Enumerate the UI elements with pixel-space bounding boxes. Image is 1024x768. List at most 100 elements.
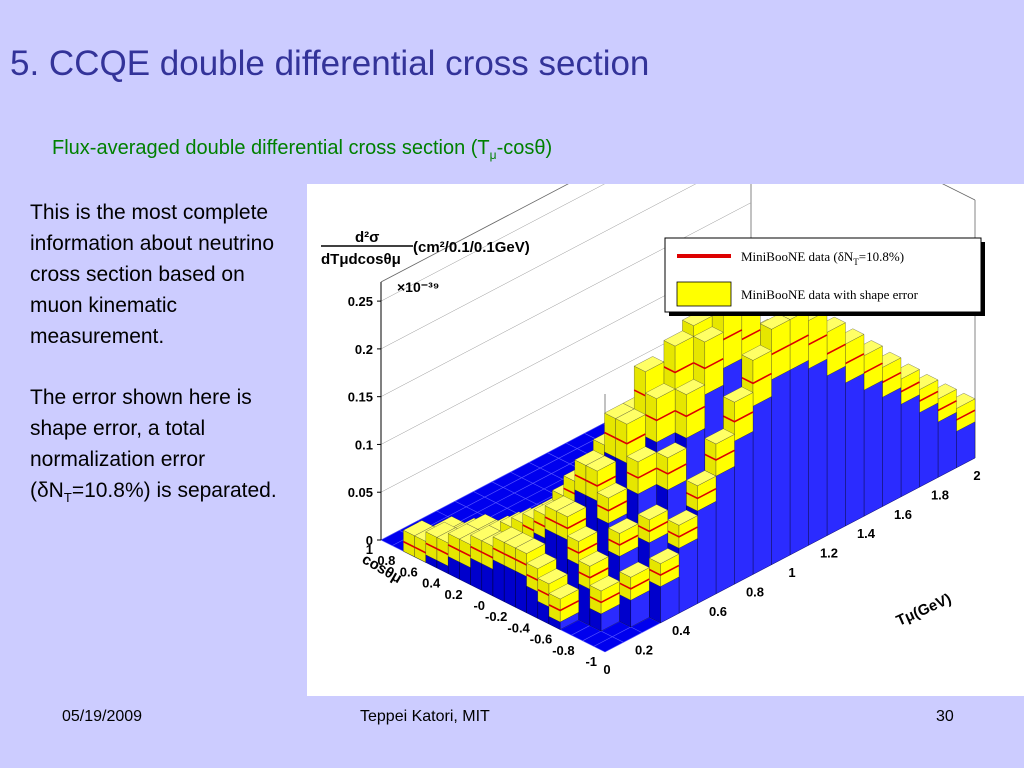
bar-right-face [697, 501, 717, 604]
error-top-face [585, 455, 617, 472]
bar-right-face [900, 394, 920, 498]
bar-right-face [808, 358, 828, 546]
error-top-face [596, 482, 628, 499]
bar-right-face [678, 538, 698, 614]
bar-right-face [752, 396, 772, 575]
y-tick-label: 1 [366, 542, 373, 557]
legend-error-swatch [676, 281, 732, 307]
data-value-line [663, 362, 694, 374]
y-tick-label: -0.6 [530, 632, 552, 647]
error-top-face [515, 538, 546, 554]
z-tick-label: 0.1 [355, 437, 373, 452]
data-bar [619, 561, 650, 628]
x-tick-label: 1.4 [857, 526, 876, 541]
bar-left-face [504, 565, 516, 608]
z-tick-label: 0.15 [348, 390, 373, 405]
y-tick-label: 0.8 [377, 553, 395, 568]
data-bar [648, 548, 680, 624]
bar-right-face [734, 431, 754, 585]
error-top-face [633, 356, 665, 372]
z-tick-label: 0 [366, 533, 373, 548]
body-paragraph-2: The error shown here is shape error, a t… [30, 382, 300, 513]
data-value-line [704, 449, 735, 461]
data-value-line [722, 411, 754, 423]
data-value-line [626, 467, 657, 479]
plot-bars [403, 295, 976, 632]
error-top-face [526, 553, 557, 569]
data-value-line [578, 567, 609, 579]
x-tick-label: 0 [603, 662, 610, 677]
error-top-face [674, 379, 706, 395]
bar-right-face [937, 412, 957, 478]
data-value-line [555, 517, 587, 530]
y-tick-label: -0.2 [485, 609, 507, 624]
bar-right-face [919, 402, 939, 488]
paragraph-2-subscript: T [63, 490, 72, 506]
data-value-line [645, 409, 676, 422]
y-tick-label: 0.2 [445, 587, 463, 602]
frame-edge [750, 87, 976, 201]
error-top-face [637, 504, 669, 520]
legend-entry-data: MiniBooNE data (δNT=10.8%) [741, 249, 904, 267]
error-top-face [704, 428, 735, 445]
data-value-line [667, 526, 698, 538]
y-tick-label: -1 [585, 654, 597, 669]
subtitle-subscript: μ [489, 148, 497, 162]
bar-left-face [578, 583, 591, 626]
footer-date: 05/19/2009 [62, 708, 143, 725]
error-top-face [648, 548, 680, 564]
bar-right-face [789, 360, 809, 556]
bar-left-face [515, 570, 527, 614]
x-tick-label: 1.6 [894, 507, 912, 522]
data-value-line [685, 487, 717, 500]
z-tick-label: 0.2 [355, 342, 373, 357]
data-value-line [567, 542, 598, 554]
error-top-face [608, 518, 639, 534]
bar-right-face [863, 380, 883, 517]
data-value-line [596, 500, 628, 512]
y-tick-label: -0.8 [552, 643, 574, 658]
subtitle-text-end: -cosθ) [496, 137, 553, 159]
data-value-line [741, 372, 772, 385]
bar-right-face [771, 369, 791, 565]
bar-right-face [715, 466, 735, 595]
y-tick-label: -0 [473, 598, 485, 613]
slide-title: 5. CCQE double differential cross sectio… [10, 44, 650, 83]
z-gridline [380, 154, 752, 350]
slide-body: This is the most complete information ab… [30, 197, 300, 543]
error-top-face [667, 509, 698, 526]
bar-left-face [649, 580, 661, 624]
error-top-face [693, 326, 724, 343]
lego-plot: 0 0.05 0.1 0.15 0.2 0.25 0 0.2 0.4 0.6 0.8 1 1.2 1.4 1… [321, 87, 985, 677]
x-tick-label: 1 [788, 565, 795, 580]
body-paragraph-1: This is the most complete information ab… [30, 201, 274, 348]
error-top-face [626, 446, 657, 463]
x-tick-label: 2 [973, 468, 980, 483]
z-multiplier: ×10⁻³⁹ [397, 279, 439, 295]
paragraph-2-text-end: =10.8%) is separated. [71, 479, 277, 502]
data-bar [589, 575, 620, 632]
data-value-line [585, 475, 617, 487]
error-top-face [589, 575, 620, 592]
z-gridline [380, 202, 752, 397]
x-tick-label: 1.2 [820, 546, 838, 561]
data-value-line [656, 463, 687, 475]
data-value-line [589, 591, 620, 604]
data-value-line [608, 534, 639, 546]
error-top-face [537, 568, 568, 585]
y-tick-label: -0.4 [507, 620, 530, 635]
subtitle-text: Flux-averaged double differential cross … [52, 137, 490, 159]
z-label-units: (cm²/0.1/0.1GeV) [413, 239, 530, 256]
x-tick-label: 0.4 [672, 623, 691, 638]
error-top-face [722, 386, 754, 403]
x-tick-label: 0.6 [709, 604, 727, 619]
z-tick-label: 0.25 [348, 294, 373, 309]
z-label-numerator: d²σ [355, 229, 379, 246]
legend: MiniBooNE data (δNT=10.8%) MiniBooNE dat… [664, 237, 985, 316]
footer-author: Teppei Katori, MIT [360, 708, 490, 725]
x-tick-label: 0.2 [635, 643, 653, 658]
error-top-face [663, 330, 694, 347]
error-top-face [615, 408, 646, 425]
y-tick-label: 0.6 [400, 564, 418, 579]
error-top-face [656, 442, 687, 458]
